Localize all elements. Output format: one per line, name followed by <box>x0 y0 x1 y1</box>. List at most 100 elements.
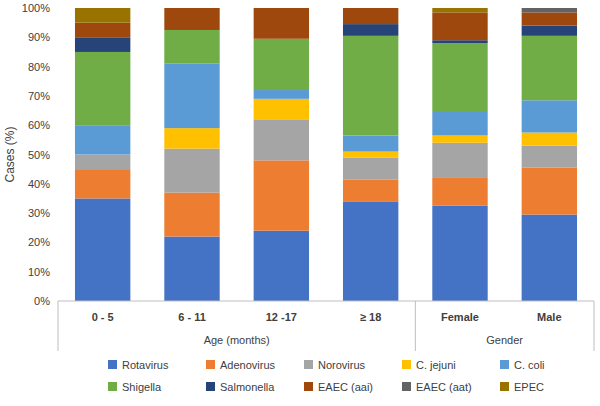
bar-segment <box>522 12 577 25</box>
x-tick-label: 12 -17 <box>266 311 297 323</box>
y-axis-label: Cases (%) <box>3 126 17 182</box>
legend-label: EAEC (aai) <box>318 381 373 393</box>
bar-segment <box>254 8 309 9</box>
bar-segment <box>254 231 309 301</box>
legend-swatch <box>402 360 411 369</box>
legend-swatch <box>500 382 509 391</box>
bar-segment <box>522 168 577 215</box>
y-tick <box>54 271 58 272</box>
bar-segment <box>75 198 130 301</box>
bar-segment <box>164 8 219 9</box>
group-label: Gender <box>486 334 523 346</box>
legend-swatch <box>304 382 313 391</box>
bar-segment <box>522 215 577 301</box>
x-tick-label: ≥ 18 <box>360 311 381 323</box>
group-separator <box>594 301 595 351</box>
y-tick <box>54 66 58 67</box>
bar-segment <box>522 133 577 146</box>
x-tick-label: Male <box>537 311 561 323</box>
bar-segment <box>522 36 577 100</box>
y-tick-label: 70% <box>28 90 50 102</box>
x-tick-label: 0 - 5 <box>92 311 114 323</box>
legend-label: C. jejuni <box>416 359 456 371</box>
bar-segment <box>343 8 398 9</box>
legend-label: Norovirus <box>318 359 366 371</box>
y-tick-label: 100% <box>22 2 50 14</box>
bar-segment <box>432 135 487 142</box>
group-separator <box>415 301 416 351</box>
y-tick <box>54 242 58 243</box>
legend-label: Salmonella <box>220 381 275 393</box>
bar-segment <box>522 146 577 168</box>
bar-segment <box>75 169 130 198</box>
y-tick-label: 10% <box>28 266 50 278</box>
legend-label: C. coli <box>514 359 545 371</box>
bar-segment <box>254 8 309 9</box>
bar-segment <box>432 178 487 206</box>
y-tick-label: 20% <box>28 236 50 248</box>
y-tick-label: 50% <box>28 149 50 161</box>
group-separator <box>58 301 59 351</box>
bar-segment <box>254 99 309 120</box>
legend-label: Rotavirus <box>122 359 169 371</box>
y-tick <box>54 37 58 38</box>
legend-swatch <box>402 382 411 391</box>
bar-segment <box>164 8 219 30</box>
bar-segment <box>522 8 577 9</box>
bar-segment <box>164 8 219 9</box>
bar-segment <box>164 149 219 193</box>
x-tick-label: 6 - 11 <box>178 311 206 323</box>
legend-swatch <box>304 360 313 369</box>
bar-segment <box>164 128 219 149</box>
bar-segment <box>343 24 398 36</box>
bar-segment <box>164 64 219 128</box>
bar-segment <box>432 43 487 112</box>
y-tick-label: 80% <box>28 61 50 73</box>
legend-swatch <box>500 360 509 369</box>
chart: Cases (%)0%10%20%30%40%50%60%70%80%90%10… <box>0 0 600 406</box>
y-tick <box>54 213 58 214</box>
y-tick <box>54 95 58 96</box>
bar-segment <box>75 8 130 23</box>
bar-segment <box>254 119 309 160</box>
bar-segment <box>343 135 398 151</box>
bar-segment <box>343 152 398 158</box>
bar-segment <box>254 90 309 99</box>
x-tick-label: Female <box>441 311 479 323</box>
y-tick <box>54 301 58 302</box>
bar-segment <box>343 8 398 24</box>
y-tick-label: 0% <box>34 295 50 307</box>
legend-label: Adenovirus <box>220 359 276 371</box>
bar-segment <box>75 37 130 52</box>
bar-segment <box>254 39 309 90</box>
bar-segment <box>343 36 398 136</box>
bar-segment <box>75 125 130 154</box>
y-tick-label: 30% <box>28 207 50 219</box>
bar-segment <box>522 8 577 12</box>
legend-swatch <box>108 360 117 369</box>
bar-segment <box>343 179 398 201</box>
bar-segment <box>432 112 487 135</box>
bar-segment <box>432 143 487 178</box>
bar-segment <box>432 206 487 301</box>
bar-segment <box>75 23 130 38</box>
bar-segment <box>432 12 487 40</box>
legend-label: EAEC (aat) <box>416 381 472 393</box>
bar-segment <box>254 160 309 230</box>
bar-segment <box>75 155 130 170</box>
bar-segment <box>164 30 219 64</box>
background <box>0 0 600 406</box>
bar-segment <box>522 100 577 132</box>
bar-segment <box>164 193 219 237</box>
bars <box>75 8 577 301</box>
bar-segment <box>343 201 398 301</box>
legend-swatch <box>206 360 215 369</box>
y-tick-label: 90% <box>28 31 50 43</box>
bar-segment <box>522 26 577 36</box>
y-tick <box>54 125 58 126</box>
y-tick-label: 40% <box>28 178 50 190</box>
bar-segment <box>432 8 487 12</box>
legend-swatch <box>108 382 117 391</box>
y-tick <box>54 154 58 155</box>
y-tick <box>54 183 58 184</box>
